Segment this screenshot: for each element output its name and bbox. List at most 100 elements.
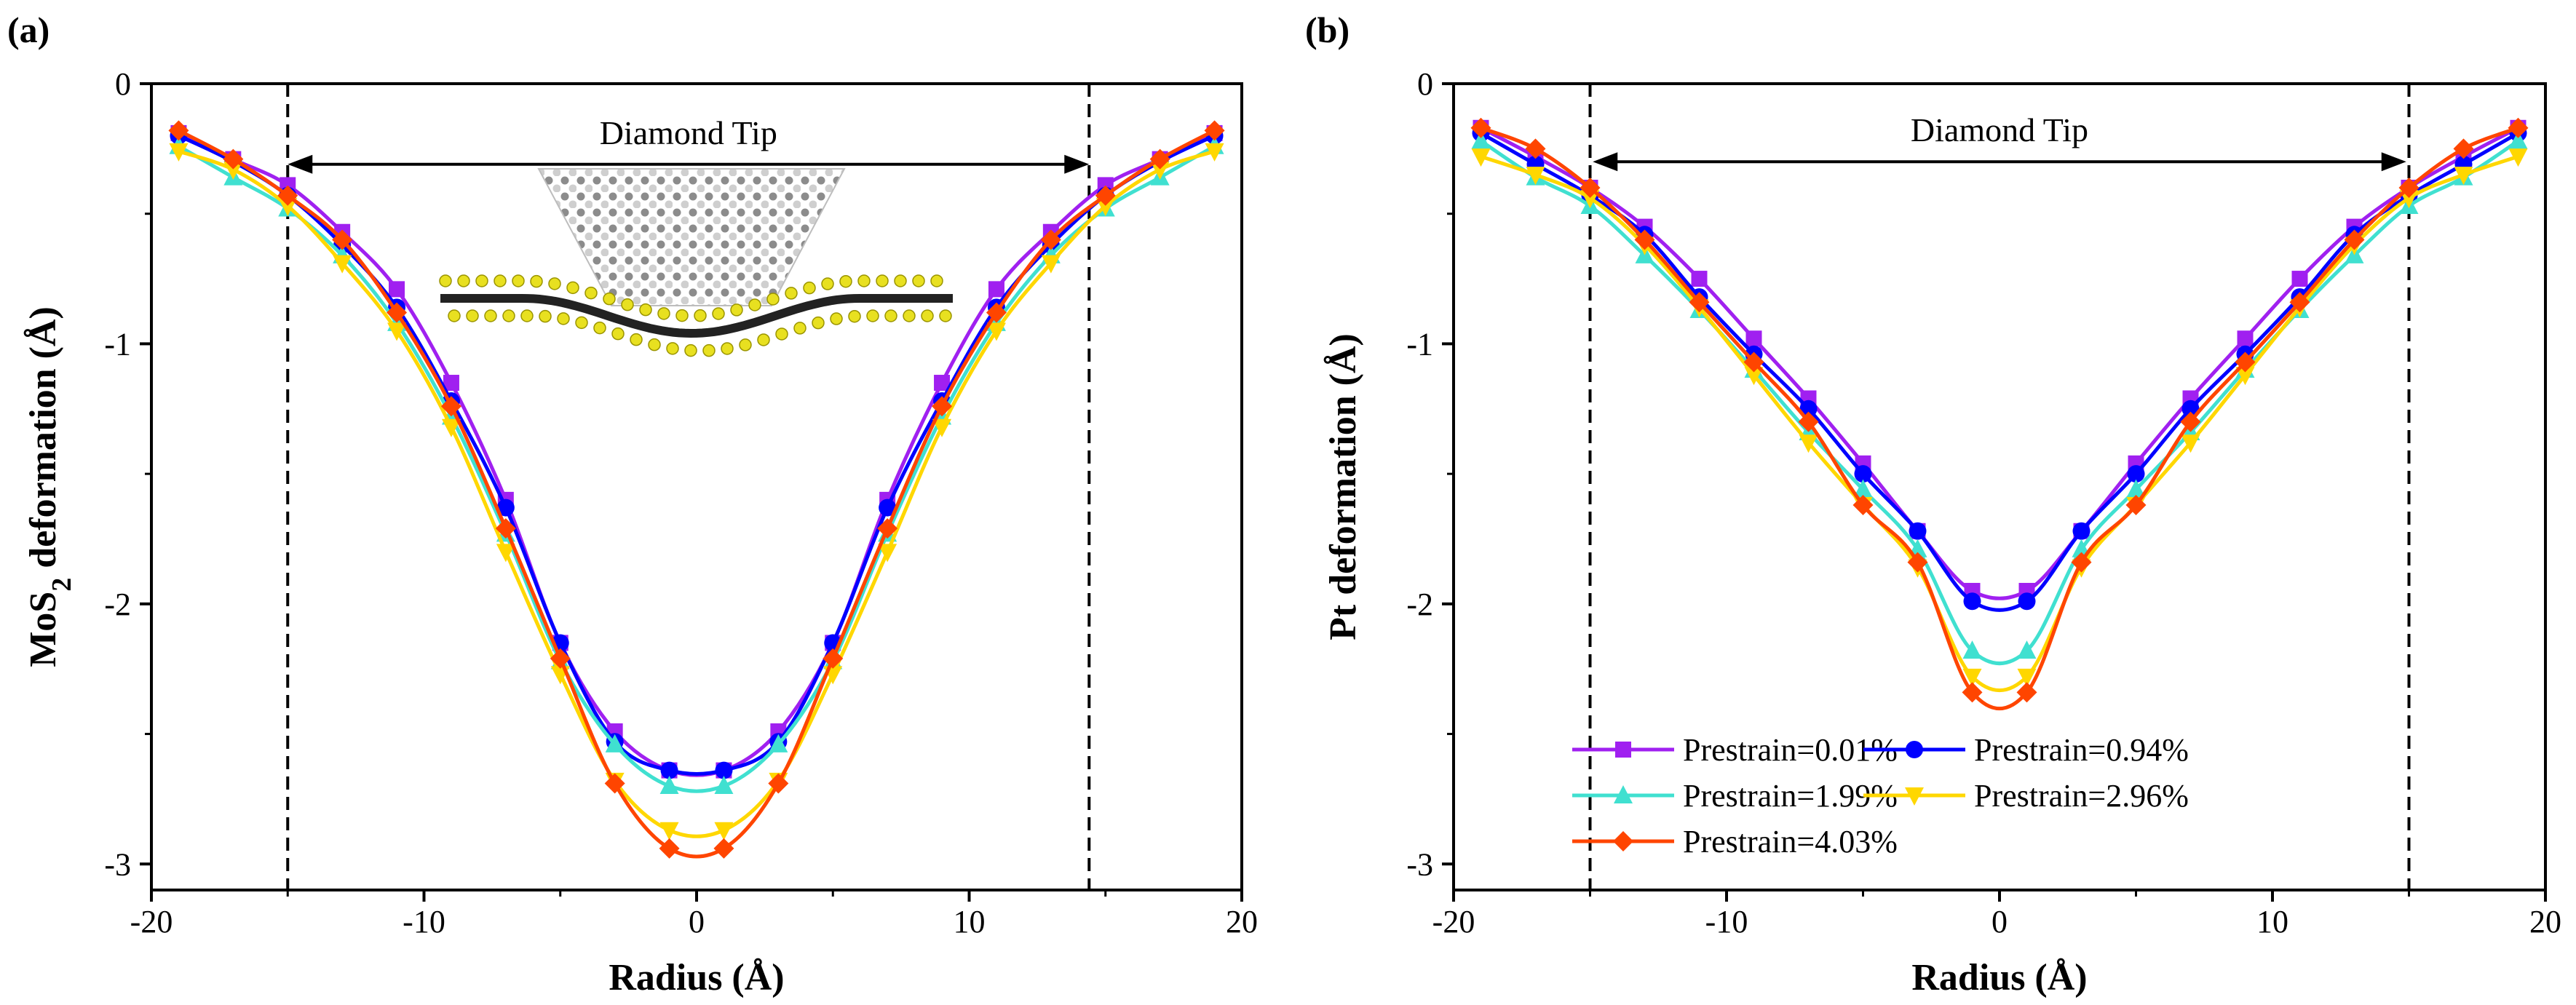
s-atom: [593, 321, 606, 335]
data-point: [168, 120, 189, 141]
y-tick-label: 0: [1417, 66, 1433, 102]
data-point: [1205, 143, 1224, 162]
s-atom: [812, 316, 825, 330]
s-atom: [666, 342, 679, 355]
legend: Prestrain=0.01% Prestrain=0.94% Prestrain=…: [1572, 732, 2189, 859]
data-point: [277, 185, 298, 206]
y-tick-label: -3: [104, 846, 131, 882]
data-point: [2018, 592, 2036, 611]
panel-b-series: [1470, 117, 2529, 710]
data-point: [1150, 161, 1170, 180]
data-point: [2181, 400, 2200, 418]
s-atom: [921, 309, 934, 322]
data-point: [278, 197, 298, 216]
s-atom: [611, 327, 625, 341]
diamond-tip-arrowhead-left: [288, 154, 313, 174]
diamond-tip-image: [537, 168, 846, 306]
legend-entry-label: Prestrain=0.01%: [1683, 732, 1898, 768]
s-atom: [721, 342, 734, 355]
legend-entry-label: Prestrain=4.03%: [1683, 824, 1898, 859]
data-point: [1962, 682, 1983, 703]
diamond-tip-arrowhead-left: [1593, 152, 1618, 172]
panel-b-y-axis-title: Pt deformation (Å): [1323, 333, 1364, 640]
data-point: [1799, 434, 1818, 453]
panel-b: (b) -20 -10 0 10 20 0 -1 -2 -3 Diamond Tip Prest…: [1305, 9, 2561, 998]
s-atom: [884, 309, 897, 322]
data-point: [1470, 117, 1491, 138]
panel-b-label: (b): [1305, 9, 1350, 50]
data-point: [1962, 668, 1982, 687]
legend-entry-label: Prestrain=1.99%: [1683, 778, 1898, 814]
s-atom: [675, 309, 689, 322]
data-point: [1525, 138, 1546, 159]
data-point: [1963, 592, 1981, 611]
data-point: [659, 822, 679, 841]
data-point: [1580, 190, 1600, 209]
mos2-sheet-image: [439, 274, 953, 357]
s-atom: [766, 293, 780, 306]
s-atom: [684, 343, 697, 357]
s-atom: [757, 333, 770, 346]
data-point: [1853, 479, 1873, 498]
legend-entry-label: Prestrain=2.96%: [1974, 778, 2189, 814]
data-point: [986, 302, 1007, 323]
s-atom: [639, 303, 652, 317]
data-point: [2453, 138, 2474, 159]
data-point: [1204, 120, 1225, 141]
data-point: [333, 255, 352, 274]
data-point: [2127, 465, 2145, 483]
data-point: [2072, 522, 2090, 540]
data-point: [2017, 668, 2037, 687]
series-line: [1480, 154, 2519, 693]
s-atom: [903, 309, 916, 322]
data-point: [387, 302, 408, 323]
s-atom: [557, 312, 570, 325]
panel-a-y-axis-title: MoS2 deformation (Å): [23, 306, 77, 667]
data-point: [1909, 522, 1927, 540]
data-point: [1799, 400, 1818, 418]
s-atom: [475, 274, 488, 287]
series-line: [178, 129, 1216, 859]
s-atom: [648, 338, 661, 351]
y-tick-label: -3: [1406, 846, 1433, 882]
data-point: [441, 418, 461, 437]
data-point: [932, 418, 952, 437]
data-point: [1691, 271, 1708, 287]
s-atom: [494, 274, 507, 287]
s-atom: [694, 309, 707, 322]
panel-a-x-axis-title: Radius (Å): [609, 957, 784, 998]
data-point: [1852, 495, 1874, 516]
s-atom: [584, 286, 598, 300]
series-line: [1480, 131, 2519, 612]
data-point: [1149, 148, 1170, 170]
data-point: [2237, 330, 2254, 347]
panel-a: (a) -20 -10 0 10 20 0 -1 -2 -3 Diamond Tip Radiu…: [7, 9, 1258, 998]
s-atom: [785, 287, 798, 300]
data-point: [659, 776, 679, 795]
legend-marker: [1615, 742, 1631, 758]
data-point: [2508, 148, 2528, 167]
series-line: [1480, 139, 2519, 666]
data-point: [443, 375, 459, 392]
s-atom: [830, 312, 843, 325]
data-point: [2344, 229, 2365, 250]
s-atom: [439, 274, 452, 287]
x-tick-label: 10: [2256, 904, 2288, 940]
data-point: [1095, 185, 1116, 206]
panel-a-inset: [439, 168, 953, 357]
data-point: [496, 498, 515, 517]
data-point: [660, 761, 678, 779]
data-point: [2181, 434, 2200, 453]
data-point: [823, 648, 844, 669]
data-point: [934, 375, 951, 392]
x-tick-label: -20: [1432, 904, 1475, 940]
data-point: [715, 761, 733, 779]
data-point: [1040, 229, 1061, 250]
legend-marker: [1905, 787, 1924, 806]
data-point: [1471, 130, 1491, 149]
data-point: [2125, 495, 2147, 516]
x-tick-label: 0: [1992, 904, 2008, 940]
x-tick-label: 20: [1226, 904, 1258, 940]
legend-marker: [1614, 785, 1633, 803]
